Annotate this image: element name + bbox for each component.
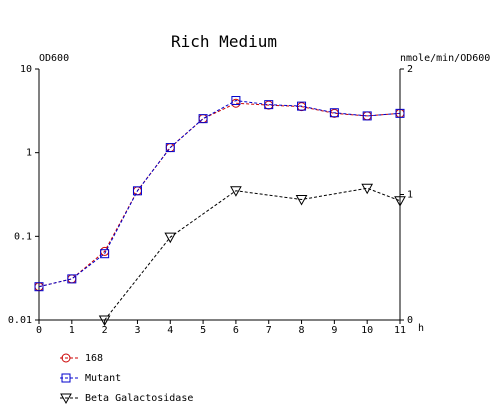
y-right-ticks: 0 1 2	[400, 64, 413, 326]
legend-label: Beta Galactosidase	[85, 393, 193, 404]
legend-label: Mutant	[85, 373, 121, 384]
data-point	[395, 108, 405, 118]
data-point	[295, 195, 308, 206]
y-left-tick-label: 0.01	[8, 315, 32, 326]
y-left-ticks: 0.01 0.1 1 10	[8, 64, 39, 326]
legend-marker	[61, 373, 71, 383]
y-right-tick-label: 0	[407, 315, 413, 326]
x-tick-label: 7	[266, 325, 272, 336]
data-point	[362, 111, 372, 121]
data-point	[67, 274, 77, 284]
data-point	[231, 96, 241, 106]
data-point	[394, 196, 406, 207]
x-tick-label: 5	[200, 325, 206, 336]
series-line	[38, 100, 401, 288]
series-line	[104, 187, 401, 321]
x-tick-label: 9	[331, 325, 337, 336]
y-axis-right-label: nmole/min/OD600	[400, 53, 490, 64]
x-ticks: 0 1 2 3 4 5 6 7 8 9 10 11	[36, 320, 406, 336]
legend-marker	[60, 393, 72, 405]
data-point	[132, 186, 142, 196]
data-point	[198, 114, 208, 124]
series-line	[38, 102, 401, 288]
x-tick-label: 3	[134, 325, 140, 336]
x-tick-label: 10	[361, 325, 373, 336]
y-axis-left-label: OD600	[39, 53, 69, 64]
x-tick-label: 6	[233, 325, 239, 336]
data-point	[98, 315, 111, 327]
legend-marker	[61, 353, 71, 363]
data-point	[264, 100, 274, 110]
x-tick-label: 11	[394, 325, 406, 336]
series-layer	[34, 96, 406, 327]
data-point	[67, 274, 77, 284]
data-point	[164, 232, 177, 244]
y-right-tick-label: 1	[407, 190, 413, 201]
y-left-tick-label: 10	[20, 64, 32, 75]
x-axis-label: h	[418, 323, 424, 334]
y-left-tick-label: 0.1	[14, 231, 32, 242]
x-tick-label: 2	[102, 325, 108, 336]
data-point	[329, 108, 339, 118]
data-point	[100, 249, 110, 259]
data-point	[297, 101, 307, 111]
legend-label: 168	[85, 353, 103, 364]
x-tick-label: 0	[36, 325, 42, 336]
y-right-tick-label: 2	[407, 64, 413, 75]
legend: 168 Mutant Beta Galactosidase	[60, 353, 193, 405]
x-tick-label: 1	[69, 325, 75, 336]
data-point	[361, 183, 374, 195]
data-point	[165, 143, 175, 153]
y-left-tick-label: 1	[26, 148, 32, 159]
x-tick-label: 8	[299, 325, 305, 336]
data-point	[230, 186, 242, 197]
chart-title: Rich Medium	[171, 32, 277, 51]
x-tick-label: 4	[167, 325, 173, 336]
data-point	[34, 282, 44, 292]
